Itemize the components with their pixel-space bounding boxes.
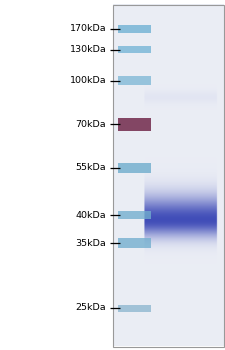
Text: 130kDa: 130kDa	[69, 45, 106, 54]
Bar	[117, 76, 151, 85]
Bar	[117, 46, 151, 53]
Text: 70kDa: 70kDa	[75, 120, 106, 129]
Text: 100kDa: 100kDa	[69, 76, 106, 85]
Bar	[117, 25, 151, 33]
Bar	[112, 5, 223, 346]
Text: 55kDa: 55kDa	[75, 163, 106, 173]
Bar	[117, 211, 151, 219]
Bar	[117, 304, 151, 312]
Text: 40kDa: 40kDa	[75, 211, 106, 220]
Text: 170kDa: 170kDa	[69, 24, 106, 33]
Text: 25kDa: 25kDa	[75, 303, 106, 313]
Text: 35kDa: 35kDa	[75, 239, 106, 248]
Bar	[117, 118, 151, 131]
Bar	[117, 238, 151, 248]
Bar	[117, 163, 151, 173]
